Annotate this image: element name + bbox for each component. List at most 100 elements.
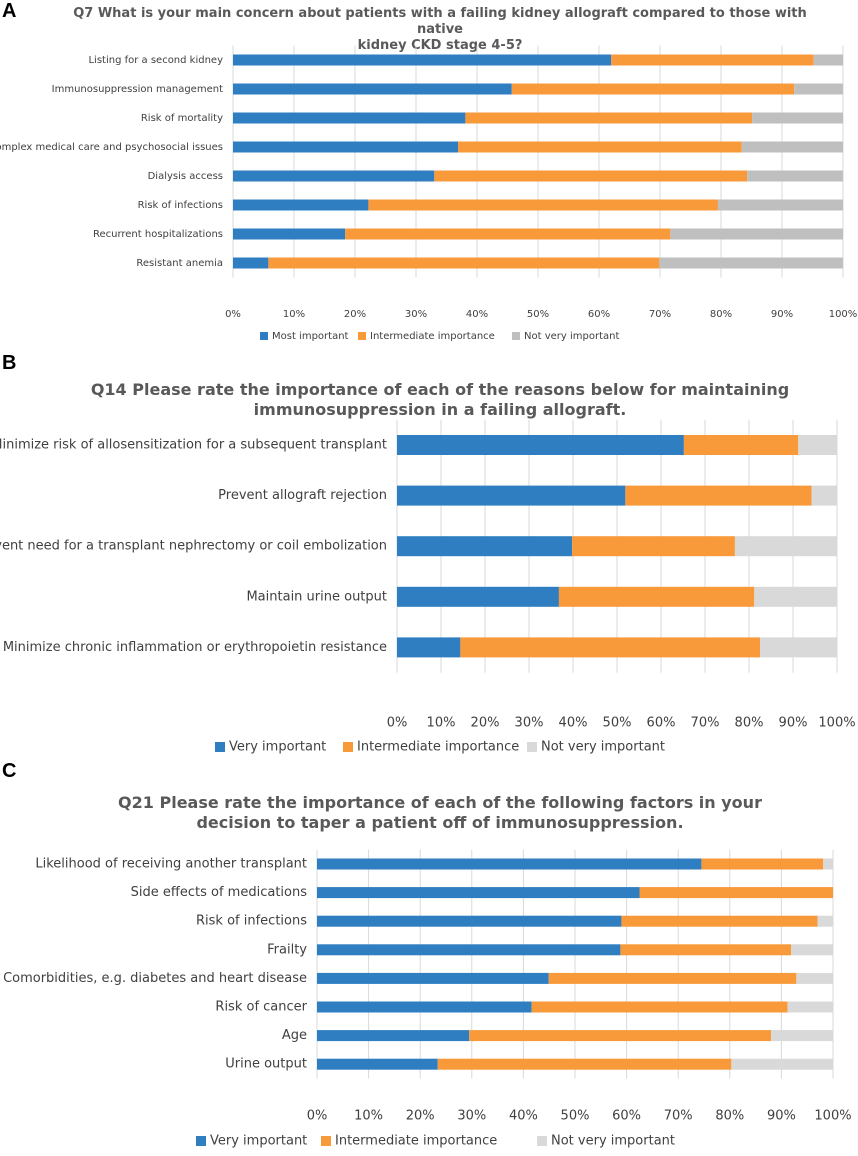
bar-segment bbox=[717, 199, 843, 211]
x-tick-label: 0% bbox=[225, 309, 241, 320]
chart-c: Likelihood of receiving another transpla… bbox=[3, 849, 852, 1149]
legend-label: Intermediate importance bbox=[357, 740, 519, 755]
bar-segment bbox=[621, 915, 818, 927]
bar-segment bbox=[760, 637, 837, 658]
bar-segment bbox=[233, 170, 435, 182]
bar-segment bbox=[531, 1001, 788, 1013]
x-tick-label: 80% bbox=[715, 1109, 744, 1124]
bar-segment bbox=[233, 228, 346, 240]
bar-segment bbox=[268, 257, 660, 269]
bar-segment bbox=[469, 1030, 772, 1042]
legend-label: Most important bbox=[272, 331, 349, 342]
bar-segment bbox=[397, 586, 559, 607]
bar-segment bbox=[233, 83, 512, 95]
bar-segment bbox=[611, 54, 814, 66]
bar-segment bbox=[796, 972, 833, 984]
x-tick-label: 70% bbox=[649, 309, 671, 320]
bar-segment bbox=[659, 257, 843, 269]
x-tick-label: 40% bbox=[466, 309, 488, 320]
x-tick-label: 90% bbox=[767, 1109, 796, 1124]
bar-segment bbox=[317, 1001, 532, 1013]
legend-swatch bbox=[196, 1136, 206, 1146]
bar-segment bbox=[317, 858, 702, 870]
legend-swatch bbox=[527, 742, 537, 752]
category-label: Prevent allograft rejection bbox=[218, 488, 387, 503]
legend-swatch bbox=[260, 332, 268, 340]
category-label: Listing for a second kidney bbox=[88, 55, 223, 66]
bar-segment bbox=[368, 199, 718, 211]
category-label: Immunosuppression management bbox=[52, 84, 223, 95]
bar-segment bbox=[731, 1058, 833, 1070]
category-label: Complex medical care and psychosocial is… bbox=[0, 142, 223, 153]
category-label: Risk of infections bbox=[138, 200, 223, 211]
category-label: Side effects of medications bbox=[131, 885, 308, 900]
x-tick-label: 0% bbox=[307, 1109, 328, 1124]
legend-label: Intermediate importance bbox=[335, 1134, 497, 1149]
bar-segment bbox=[620, 944, 792, 956]
category-label: Prevent need for a transplant nephrectom… bbox=[0, 539, 387, 554]
chart-title: Q21 Please rate the importance of each o… bbox=[60, 793, 820, 832]
bar-segment bbox=[317, 887, 640, 899]
bar-segment bbox=[754, 586, 837, 607]
x-tick-label: 60% bbox=[612, 1109, 641, 1124]
category-label: Frailty bbox=[267, 942, 307, 957]
bar-segment bbox=[397, 637, 461, 658]
legend-label: Not very important bbox=[551, 1134, 675, 1149]
bar-segment bbox=[465, 112, 753, 124]
category-label: Risk of infections bbox=[196, 914, 307, 929]
chart-title-line: immunosuppression in a failing allograft… bbox=[253, 399, 627, 419]
bar-segment bbox=[397, 485, 626, 506]
x-tick-label: 10% bbox=[354, 1109, 383, 1124]
bar-segment bbox=[791, 944, 833, 956]
bar-segment bbox=[670, 228, 843, 240]
bar-segment bbox=[741, 141, 843, 153]
x-tick-label: 70% bbox=[691, 716, 720, 731]
bar-segment bbox=[734, 536, 837, 557]
panel-letter: B bbox=[2, 352, 17, 374]
x-tick-label: 30% bbox=[515, 716, 544, 731]
x-tick-label: 50% bbox=[527, 309, 549, 320]
chart-title: Q14 Please rate the importance of each o… bbox=[60, 380, 820, 419]
category-label: Comorbidities, e.g. diabetes and heart d… bbox=[3, 971, 307, 986]
category-label: Recurrent hospitalizations bbox=[93, 229, 223, 240]
x-tick-label: 90% bbox=[771, 309, 793, 320]
bar-segment bbox=[233, 199, 369, 211]
legend-swatch bbox=[343, 742, 353, 752]
x-tick-label: 10% bbox=[283, 309, 305, 320]
x-tick-label: 50% bbox=[603, 716, 632, 731]
x-tick-label: 90% bbox=[779, 716, 808, 731]
x-tick-label: 100% bbox=[814, 1109, 851, 1124]
x-tick-label: 70% bbox=[664, 1109, 693, 1124]
bar-segment bbox=[317, 944, 621, 956]
chart-title-line: kidney CKD stage 4-5? bbox=[357, 37, 523, 53]
bar-segment bbox=[548, 972, 797, 984]
bar-segment bbox=[817, 915, 833, 927]
category-label: Maintain urine output bbox=[246, 589, 387, 604]
x-tick-label: 30% bbox=[457, 1109, 486, 1124]
legend-label: Intermediate importance bbox=[370, 331, 495, 342]
x-tick-label: 100% bbox=[829, 309, 858, 320]
category-label: Risk of cancer bbox=[215, 1000, 307, 1015]
chart-title-line: Q14 Please rate the importance of each o… bbox=[90, 380, 790, 399]
chart-a: Listing for a second kidney Immunosuppres… bbox=[0, 45, 858, 342]
category-label: Age bbox=[282, 1028, 307, 1043]
bar-segment bbox=[233, 141, 459, 153]
bar-segment bbox=[317, 972, 549, 984]
x-tick-label: 20% bbox=[344, 309, 366, 320]
x-tick-label: 0% bbox=[387, 716, 408, 731]
x-tick-label: 40% bbox=[559, 716, 588, 731]
legend-label: Not very important bbox=[541, 740, 665, 755]
chart-title: Q7 What is your main concern about patie… bbox=[60, 6, 820, 54]
chart-title-line: Q21 Please rate the importance of each o… bbox=[118, 793, 762, 812]
bar-segment bbox=[771, 1030, 833, 1042]
bar-segment bbox=[511, 83, 795, 95]
panel-a: A Q7 What is your main concern about pat… bbox=[0, 0, 858, 352]
bar-segment bbox=[823, 858, 833, 870]
legend-label: Very important bbox=[210, 1134, 307, 1149]
bar-segment bbox=[317, 915, 622, 927]
bar-segment bbox=[639, 887, 833, 899]
panel-b: B Q14 Please rate the importance of each… bbox=[0, 352, 858, 760]
category-label: Minimize chronic inflammation or erythro… bbox=[3, 640, 387, 655]
category-label: Risk of mortality bbox=[141, 113, 223, 124]
x-tick-label: 50% bbox=[561, 1109, 590, 1124]
